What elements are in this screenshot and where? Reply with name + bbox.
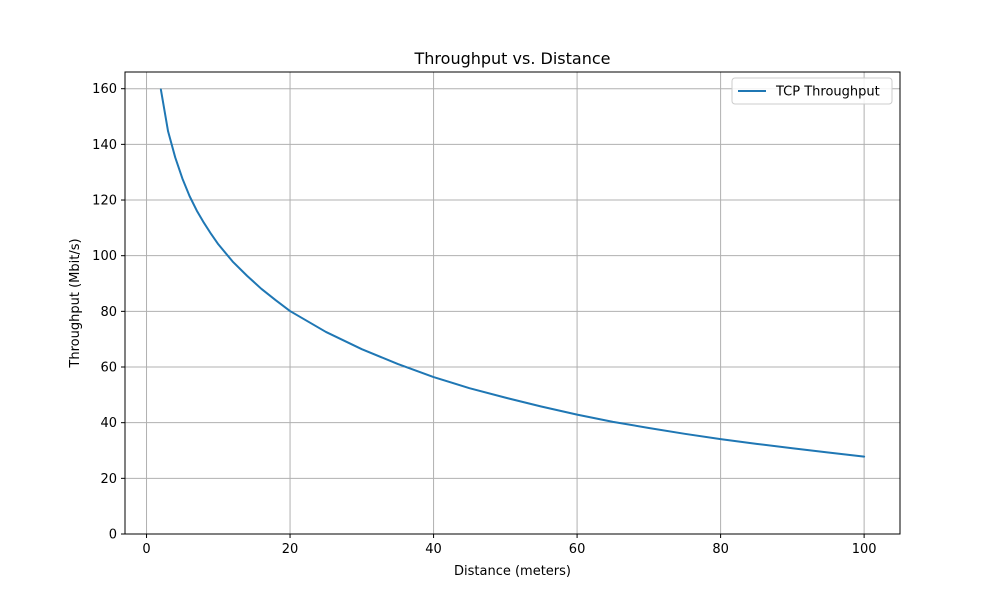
x-tick-label: 60: [569, 542, 586, 557]
legend: TCP Throughput: [731, 77, 893, 105]
x-axis-label: Distance (meters): [454, 564, 571, 579]
y-tick-label: 100: [92, 249, 117, 264]
y-axis-label: Throughput (Mbit/s): [68, 238, 83, 368]
x-tick-label: 80: [712, 542, 729, 557]
series-line-tcp-throughput: [159, 88, 866, 458]
y-tick-label: 60: [100, 361, 117, 376]
y-tick-label: 140: [92, 138, 117, 153]
grid-lines: [125, 72, 900, 535]
y-tick-label: 20: [100, 472, 117, 487]
axis-ticks: 0 20 40 60 80 100 0 20 40 60 80 100 120 140 160: [92, 82, 876, 557]
plot-frame: [124, 71, 901, 535]
legend-label: TCP Throughput: [775, 85, 880, 100]
y-tick-label: 40: [100, 416, 117, 431]
chart-title: Throughput vs. Distance: [414, 49, 611, 68]
legend-box: [731, 77, 893, 105]
x-tick-label: 100: [852, 542, 877, 557]
series-layer: [159, 88, 866, 458]
x-tick-label: 20: [282, 542, 299, 557]
y-tick-label: 0: [109, 528, 117, 543]
x-tick-label: 40: [425, 542, 442, 557]
x-tick-label: 0: [142, 542, 150, 557]
y-tick-label: 120: [92, 194, 117, 209]
y-tick-label: 160: [92, 82, 117, 97]
y-tick-label: 80: [100, 305, 117, 320]
